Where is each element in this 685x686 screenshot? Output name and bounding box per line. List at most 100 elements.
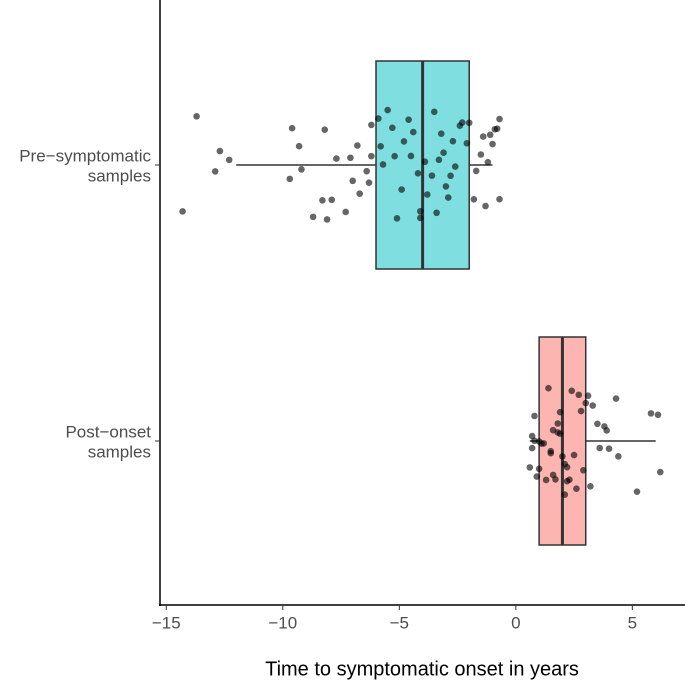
point bbox=[472, 167, 480, 175]
point bbox=[477, 151, 485, 158]
point bbox=[416, 214, 424, 222]
point bbox=[286, 175, 294, 183]
point bbox=[570, 451, 578, 459]
point bbox=[216, 147, 224, 155]
point bbox=[179, 208, 186, 215]
point bbox=[428, 172, 436, 179]
x-tick-label: −10 bbox=[268, 613, 297, 632]
point bbox=[566, 476, 573, 484]
point bbox=[603, 427, 611, 434]
x-tick-label: −15 bbox=[152, 613, 181, 632]
point bbox=[414, 170, 422, 177]
point bbox=[540, 440, 548, 447]
point bbox=[309, 213, 317, 221]
point bbox=[482, 202, 489, 210]
point bbox=[470, 196, 478, 203]
point bbox=[479, 133, 487, 140]
point bbox=[363, 167, 370, 175]
point bbox=[533, 473, 541, 480]
point bbox=[656, 468, 664, 476]
point bbox=[368, 152, 375, 160]
point bbox=[580, 466, 587, 474]
point bbox=[496, 115, 503, 123]
point bbox=[556, 408, 564, 416]
point bbox=[577, 407, 585, 415]
point bbox=[559, 453, 566, 460]
point bbox=[440, 149, 447, 156]
x-tick-label: 0 bbox=[511, 613, 520, 632]
point bbox=[493, 125, 501, 132]
point bbox=[496, 195, 503, 203]
point bbox=[400, 138, 408, 145]
point bbox=[423, 191, 431, 198]
point bbox=[528, 444, 536, 452]
point bbox=[435, 156, 443, 164]
point bbox=[531, 437, 538, 445]
point bbox=[531, 412, 538, 420]
point bbox=[526, 464, 534, 471]
point bbox=[542, 476, 550, 484]
point bbox=[561, 491, 569, 498]
point bbox=[484, 158, 492, 166]
y-tick-label: samples bbox=[88, 442, 151, 461]
point bbox=[458, 119, 466, 126]
point bbox=[295, 142, 303, 150]
point bbox=[379, 161, 387, 168]
point bbox=[319, 197, 326, 204]
point bbox=[298, 166, 305, 173]
point bbox=[447, 172, 454, 180]
point bbox=[288, 124, 296, 132]
point bbox=[347, 154, 354, 162]
point bbox=[444, 194, 452, 201]
point bbox=[633, 488, 641, 495]
point bbox=[389, 124, 396, 132]
point bbox=[398, 186, 405, 193]
point bbox=[407, 152, 415, 160]
point bbox=[356, 190, 364, 197]
point bbox=[647, 410, 655, 417]
point bbox=[416, 207, 424, 215]
point bbox=[584, 392, 592, 400]
y-tick-label: samples bbox=[88, 166, 151, 185]
point bbox=[365, 179, 373, 186]
x-axis-title: Time to symptomatic onset in years bbox=[265, 658, 579, 680]
point bbox=[545, 384, 552, 392]
point bbox=[465, 119, 473, 127]
point bbox=[605, 445, 613, 453]
point bbox=[405, 116, 412, 123]
point bbox=[582, 399, 590, 407]
point bbox=[547, 449, 555, 457]
point bbox=[596, 444, 604, 452]
y-tick-label: Pre−symptomatic bbox=[19, 146, 151, 165]
point bbox=[489, 140, 496, 148]
point bbox=[384, 106, 391, 114]
point bbox=[654, 411, 662, 419]
point bbox=[421, 158, 429, 166]
point bbox=[563, 463, 571, 471]
point bbox=[556, 430, 564, 437]
point bbox=[442, 183, 450, 190]
point bbox=[430, 108, 438, 116]
point bbox=[437, 130, 445, 137]
point bbox=[573, 485, 580, 492]
point bbox=[328, 196, 336, 204]
point bbox=[486, 131, 494, 139]
x-tick-label: 5 bbox=[628, 613, 637, 632]
point bbox=[615, 453, 622, 460]
point bbox=[211, 168, 219, 175]
point bbox=[323, 216, 331, 223]
point bbox=[589, 402, 597, 409]
point bbox=[433, 209, 440, 217]
point bbox=[449, 137, 457, 145]
point bbox=[575, 391, 583, 399]
point bbox=[321, 126, 329, 133]
point bbox=[375, 115, 382, 122]
point bbox=[594, 420, 601, 428]
point bbox=[225, 156, 233, 164]
point bbox=[193, 112, 200, 120]
point bbox=[368, 121, 375, 129]
point bbox=[612, 395, 620, 402]
point bbox=[391, 152, 398, 160]
point bbox=[463, 139, 471, 147]
